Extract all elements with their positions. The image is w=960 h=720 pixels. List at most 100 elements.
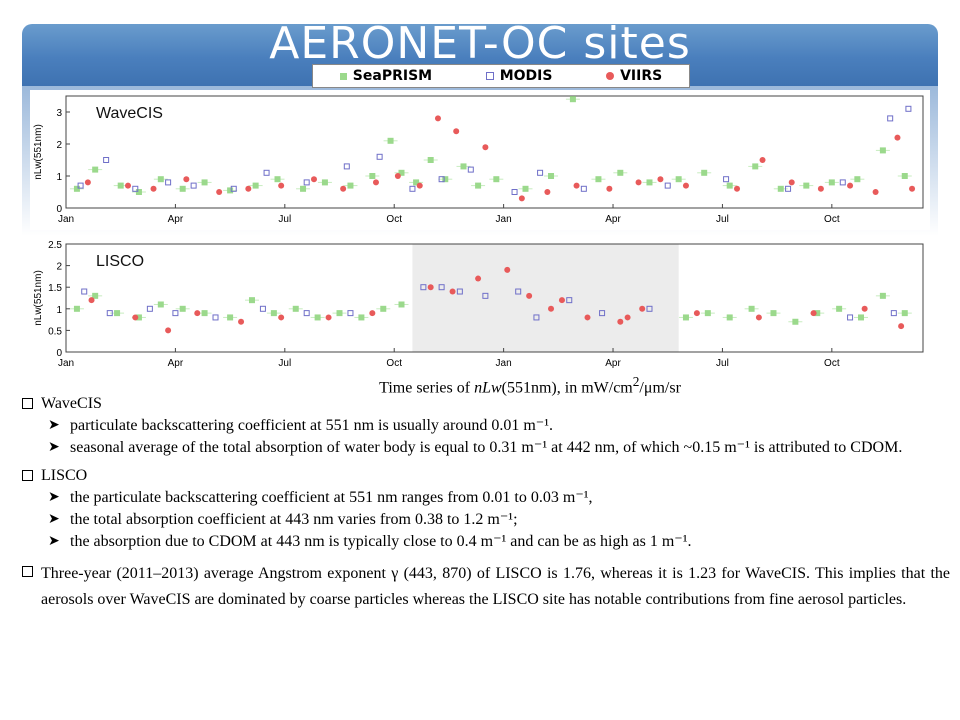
plot-frame — [65, 95, 924, 209]
seaprism-point — [270, 310, 277, 317]
wavecis-chart-panel: 0 1 2 3 Jan Apr Jul Oct Jan Apr Jul Oct nLw(551nm) Wa… — [30, 90, 930, 230]
x-tick-label: Apr — [605, 358, 621, 369]
seaprism-point — [380, 305, 387, 312]
seaprism-point — [73, 305, 80, 312]
note-bullet-text: the absorption due to CDOM at 443 nm is … — [70, 533, 692, 550]
viirs-point — [194, 310, 201, 317]
x-tick-label: Jul — [716, 214, 729, 225]
viirs-point — [475, 275, 482, 282]
viirs-point — [635, 179, 642, 186]
viirs-point — [788, 179, 795, 186]
modis-point — [515, 288, 522, 295]
viirs-point — [369, 310, 376, 317]
seaprism-point — [314, 314, 321, 321]
modis-point — [409, 185, 416, 192]
arrow-bullet-icon: ➤ — [48, 440, 60, 455]
viirs-point — [150, 185, 157, 192]
viirs-point — [416, 182, 423, 189]
chart-legend: SeaPRISM MODIS VIIRS — [312, 64, 690, 88]
note-bullet-text: the particulate backscattering coefficie… — [70, 489, 593, 506]
seaprism-point — [201, 310, 208, 317]
viirs-point — [372, 179, 379, 186]
x-tick-label: Jul — [716, 358, 729, 369]
viirs-point — [617, 318, 624, 325]
viirs-point — [861, 305, 868, 312]
modis-point — [533, 314, 540, 321]
note-wavecis: WaveCIS — [22, 393, 950, 415]
x-tick-label: Apr — [605, 214, 621, 225]
viirs-point — [482, 144, 489, 151]
modis-point — [132, 185, 139, 192]
x-tick-label: Oct — [386, 214, 402, 225]
modis-point — [420, 284, 427, 291]
seaprism-point — [854, 176, 861, 183]
seaprism-point — [836, 305, 843, 312]
modis-point — [456, 288, 463, 295]
seaprism-point — [201, 179, 208, 186]
seaprism-point — [227, 314, 234, 321]
note-heading: LISCO — [41, 467, 88, 484]
viirs-point — [817, 185, 824, 192]
x-tick-label: Jan — [496, 214, 512, 225]
seaprism-point — [726, 182, 733, 189]
note-bullet: ➤ the absorption due to CDOM at 443 nm is… — [22, 531, 950, 553]
viirs-point — [606, 185, 613, 192]
seaprism-point — [901, 173, 908, 179]
y-tick-label: 1 — [56, 305, 62, 316]
viirs-point — [453, 128, 460, 135]
viirs-point — [84, 179, 91, 186]
seaprism-point — [227, 187, 234, 194]
viirs-point — [238, 318, 245, 325]
note-lisco: LISCO — [22, 465, 950, 487]
seaprism-point — [828, 179, 835, 186]
modis-point — [723, 176, 730, 183]
viirs-point — [278, 182, 285, 189]
seaprism-point — [646, 179, 653, 186]
viirs-point — [245, 185, 252, 192]
modis-point — [438, 176, 445, 183]
note-bullet-text: the total absorption coefficient at 443 … — [70, 511, 518, 528]
seaprism-point — [92, 166, 99, 173]
seaprism-point — [274, 176, 281, 183]
y-axis-label: nLw(551nm) — [33, 124, 44, 180]
modis-point — [664, 182, 671, 189]
x-tick-label: Apr — [168, 214, 184, 225]
seaprism-point — [777, 185, 784, 192]
modis-point — [376, 153, 383, 160]
modis-point — [482, 292, 489, 299]
note-bullet-text: particulate backscattering coefficient a… — [70, 417, 554, 434]
note-paragraph: Three-year (2011–2013) average Angstrom … — [41, 565, 950, 608]
viirs-point — [340, 185, 347, 192]
modis-point — [263, 169, 270, 176]
seaprism-point — [321, 179, 328, 186]
legend-item-viirs: VIIRS — [606, 68, 662, 84]
seaprism-point — [117, 182, 124, 189]
viirs-point — [759, 157, 766, 163]
note-heading: WaveCIS — [41, 395, 102, 412]
caption-suffix: /μm/sr — [639, 379, 681, 397]
modis-point — [580, 185, 587, 192]
viirs-point — [847, 182, 854, 189]
y-tick-label: 0.5 — [48, 326, 62, 337]
viirs-point — [734, 185, 741, 192]
modis-point — [905, 105, 912, 112]
viirs-point — [132, 314, 139, 321]
x-tick-label: Jul — [278, 214, 291, 225]
legend-label-seaprism: SeaPRISM — [352, 68, 433, 84]
modis-point — [77, 182, 84, 189]
modis-point — [81, 288, 88, 295]
modis-point — [839, 179, 846, 186]
legend-item-modis: MODIS — [485, 68, 552, 84]
legend-item-seaprism: SeaPRISM — [339, 68, 433, 84]
seaprism-point — [701, 169, 708, 176]
site-label: LISCO — [96, 253, 144, 270]
seaprism-point — [336, 310, 343, 317]
seaprism-point — [803, 182, 810, 189]
caption-sup: 2 — [632, 374, 640, 389]
seaprism-point — [135, 189, 142, 195]
viirs-point — [124, 182, 131, 189]
x-tick-label: Jan — [496, 358, 512, 369]
arrow-bullet-icon: ➤ — [48, 512, 60, 527]
viirs-point — [165, 327, 172, 334]
note-bullet: ➤ seasonal average of the total absorptio… — [22, 437, 950, 459]
